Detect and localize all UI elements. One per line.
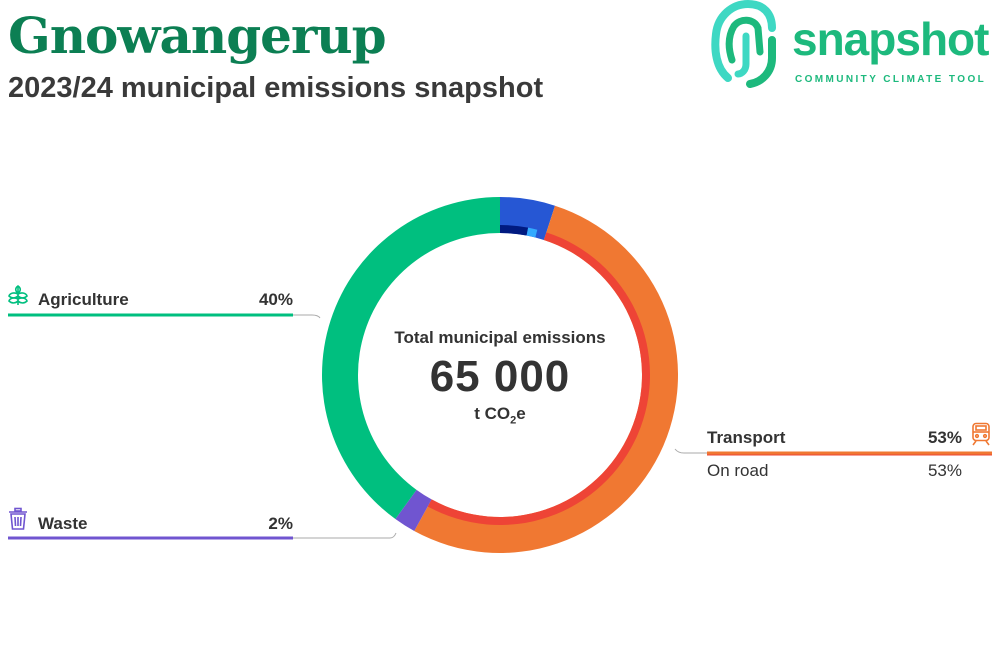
transport-leader-line bbox=[674, 448, 707, 454]
unit-prefix: t CO bbox=[474, 404, 511, 423]
stationary-energy-sub-2-inner-segment bbox=[526, 227, 538, 238]
snapshot-logo[interactable]: snapshot COMMUNITY CLIMATE TOOL bbox=[710, 0, 1000, 90]
fingerprint-logo-icon bbox=[711, 0, 776, 88]
on-road-label: On road bbox=[707, 461, 769, 480]
logo-tagline: COMMUNITY CLIMATE TOOL bbox=[795, 74, 987, 85]
waste-percent: 2% bbox=[268, 514, 293, 533]
agriculture-label: Agriculture bbox=[38, 290, 129, 309]
donut-segments bbox=[322, 197, 678, 553]
unit-suffix: e bbox=[516, 404, 526, 423]
waste-label: Waste bbox=[38, 514, 88, 533]
on-road-percent: 53% bbox=[927, 461, 962, 480]
logo-wordmark: snapshot bbox=[792, 13, 989, 65]
center-total-value: 65 000 bbox=[429, 352, 571, 401]
agriculture-percent: 40% bbox=[258, 290, 293, 309]
transport-label: Transport bbox=[707, 428, 786, 447]
train-icon bbox=[972, 422, 990, 446]
waste-segment bbox=[395, 489, 432, 531]
center-unit: t CO2e bbox=[380, 404, 620, 426]
center-caption: Total municipal emissions bbox=[394, 328, 606, 347]
agriculture-segment bbox=[322, 197, 500, 520]
trash-bin-icon bbox=[9, 507, 27, 530]
agriculture-leader-line bbox=[293, 314, 321, 319]
page-subtitle: 2023/24 municipal emissions snapshot bbox=[8, 72, 544, 104]
unit-subscript: 2 bbox=[510, 414, 517, 427]
wheat-icon bbox=[8, 285, 28, 305]
waste-leader-line bbox=[293, 532, 397, 539]
leader-lines bbox=[8, 313, 992, 540]
page-title: Gnowangerup bbox=[8, 6, 387, 65]
stationary-energy-sub-1-inner-segment bbox=[500, 225, 529, 236]
transport-percent: 53% bbox=[927, 428, 962, 447]
